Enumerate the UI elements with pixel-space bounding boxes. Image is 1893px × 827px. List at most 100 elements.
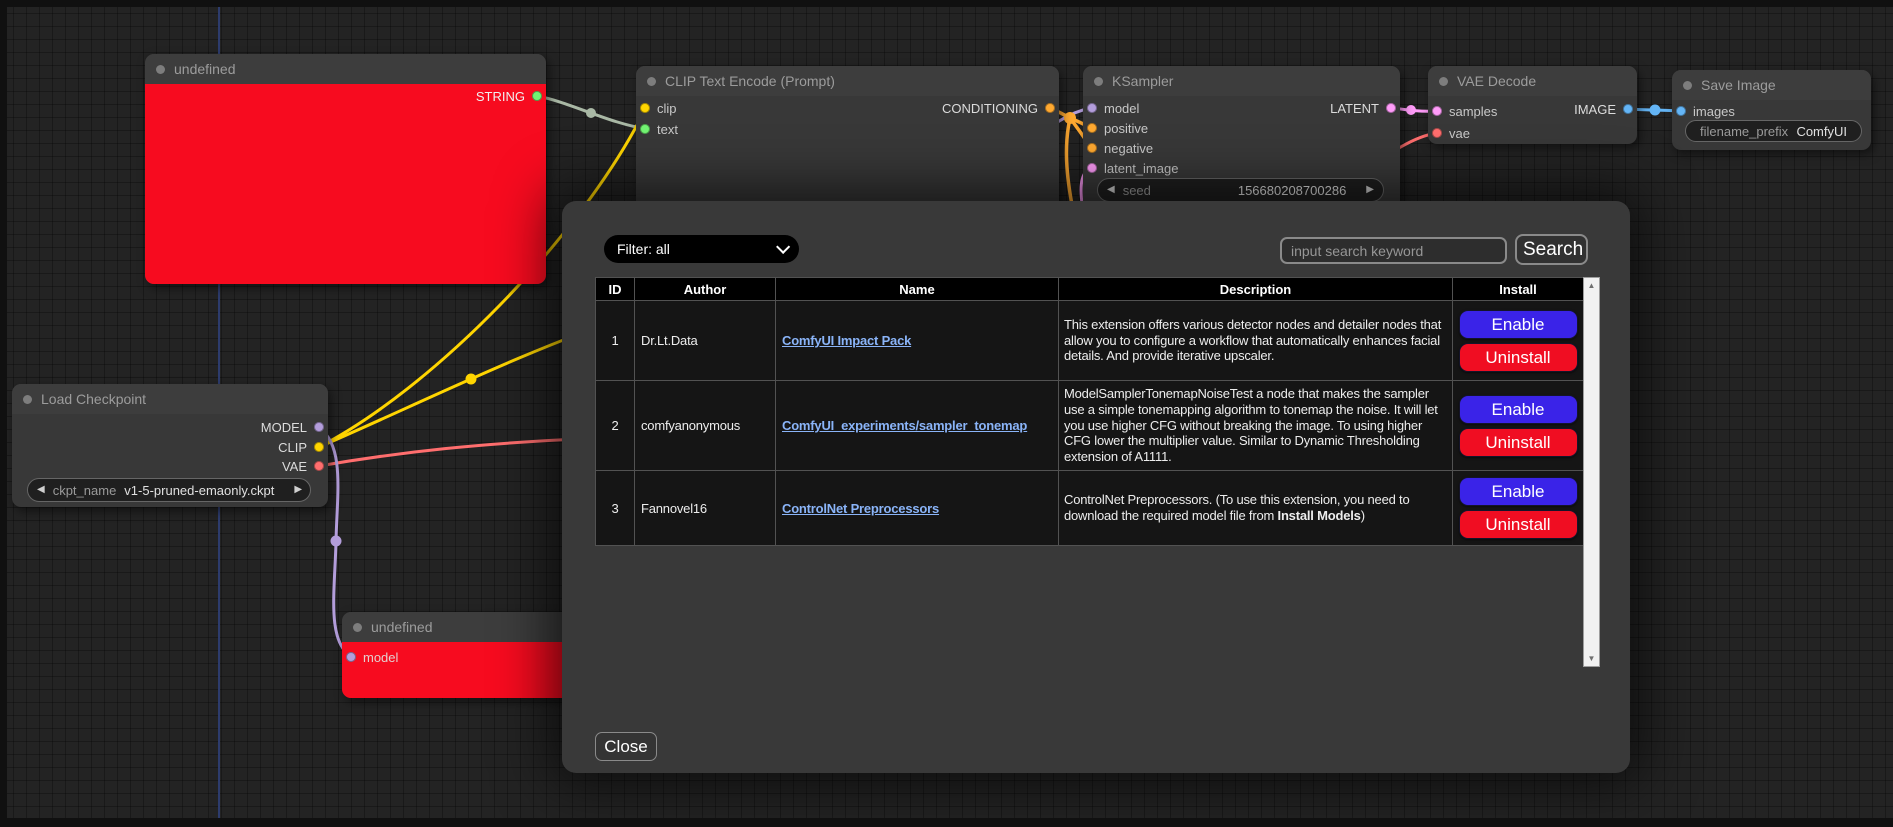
wire-dot-model[interactable] [330, 535, 342, 547]
output-slot-row: IMAGE [1428, 101, 1637, 117]
enable-button[interactable]: Enable [1458, 394, 1578, 424]
search-input[interactable] [1280, 237, 1507, 264]
filename-prefix-widget[interactable]: filename_prefix ComfyUI [1685, 120, 1862, 142]
close-button[interactable]: Close [595, 732, 657, 761]
input-slot-negative[interactable] [1087, 143, 1097, 153]
table-row: 1 Dr.Lt.Data ComfyUI Impact Pack This ex… [595, 300, 1584, 381]
extensions-table-container: ID Author Name Description Install 1 Dr.… [595, 277, 1600, 667]
uninstall-button[interactable]: Uninstall [1458, 427, 1578, 457]
input-slot-model[interactable] [1087, 103, 1097, 113]
cell-name: ComfyUI_experiments/sampler_tonemap [775, 380, 1059, 471]
extension-link[interactable]: ControlNet Preprocessors [782, 500, 940, 516]
cell-author: comfyanonymous [634, 380, 776, 471]
arrow-left-icon[interactable]: ◀ [1107, 184, 1115, 195]
search-button[interactable]: Search [1515, 234, 1588, 265]
canvas-edge-top [0, 0, 1893, 7]
col-header-id: ID [595, 277, 635, 301]
scroll-up-icon[interactable]: ▲ [1587, 281, 1596, 290]
output-slot-string[interactable] [532, 91, 542, 101]
arrow-right-icon[interactable]: ▶ [294, 484, 303, 495]
collapse-dot-icon[interactable] [1094, 76, 1103, 86]
input-slot-row: text [636, 121, 1059, 137]
collapse-dot-icon[interactable] [353, 622, 362, 632]
input-slot-label: vae [1449, 125, 1470, 141]
wire-dot-clip[interactable] [465, 373, 477, 385]
scroll-down-icon[interactable]: ▼ [1587, 654, 1596, 663]
node-title: CLIP Text Encode (Prompt) [665, 73, 835, 89]
input-slot-text[interactable] [640, 124, 650, 134]
node-body: images filename_prefix ComfyUI [1672, 100, 1871, 150]
enable-button[interactable]: Enable [1458, 309, 1578, 339]
input-slot-label: positive [1104, 120, 1149, 136]
node-header[interactable]: Load Checkpoint [12, 384, 328, 414]
node-title: VAE Decode [1457, 73, 1537, 89]
filter-select[interactable]: Filter: all [604, 235, 799, 263]
output-slot-conditioning[interactable] [1045, 103, 1055, 113]
node-title: undefined [174, 61, 236, 77]
input-slot-positive[interactable] [1087, 123, 1097, 133]
wire-dot-conditioning[interactable] [1064, 112, 1076, 124]
cell-description: This extension offers various detector n… [1058, 300, 1453, 381]
node-header[interactable]: Save Image [1672, 70, 1871, 100]
wire-dot-string[interactable] [586, 108, 596, 118]
collapse-dot-icon[interactable] [23, 394, 32, 404]
output-slot-vae[interactable] [314, 461, 324, 471]
cell-id: 2 [595, 380, 635, 471]
widget-value: 156680208700286 [1237, 182, 1347, 198]
table-scrollbar[interactable]: ▲ ▼ [1583, 277, 1600, 667]
input-slot-model[interactable] [346, 652, 356, 662]
collapse-dot-icon[interactable] [647, 76, 656, 86]
node-header[interactable]: VAE Decode [1428, 66, 1637, 96]
input-slot-row: images [1672, 103, 1871, 119]
output-slot-model[interactable] [314, 422, 324, 432]
node-save-image[interactable]: Save Image images filename_prefix ComfyU… [1672, 70, 1871, 150]
output-slot-row: STRING [145, 88, 546, 104]
output-slot-image[interactable] [1623, 104, 1633, 114]
node-header[interactable]: undefined [342, 612, 582, 642]
table-row: 3 Fannovel16 ControlNet Preprocessors Co… [595, 470, 1584, 546]
input-slot-latent-image[interactable] [1087, 163, 1097, 173]
node-header[interactable]: KSampler [1083, 66, 1400, 96]
collapse-dot-icon[interactable] [156, 64, 165, 74]
table-row: 2 comfyanonymous ComfyUI_experiments/sam… [595, 380, 1584, 471]
node-header[interactable]: CLIP Text Encode (Prompt) [636, 66, 1059, 96]
input-slot-label: clip [657, 100, 677, 116]
arrow-right-icon[interactable]: ▶ [1366, 184, 1374, 195]
col-header-install: Install [1452, 277, 1584, 301]
collapse-dot-icon[interactable] [1683, 80, 1692, 90]
input-slot-row: negative [1083, 140, 1400, 156]
node-clip-text-encode[interactable]: CLIP Text Encode (Prompt) clip text COND… [636, 66, 1059, 211]
output-slot-label: VAE [281, 458, 307, 474]
node-load-checkpoint[interactable]: Load Checkpoint MODEL CLIP VAE ◀ ckpt_na… [12, 384, 328, 507]
input-slot-vae[interactable] [1432, 128, 1442, 138]
output-slot-label: CLIP [278, 439, 307, 455]
input-slot-label: negative [1104, 140, 1154, 156]
node-undefined-bottom[interactable]: undefined model [342, 612, 582, 698]
uninstall-button[interactable]: Uninstall [1458, 510, 1578, 539]
node-ksampler[interactable]: KSampler model positive negative latent_… [1083, 66, 1400, 216]
collapse-dot-icon[interactable] [1439, 76, 1448, 86]
node-undefined-top[interactable]: undefined STRING [145, 54, 546, 284]
widget-value: ComfyUI [1796, 123, 1847, 139]
cell-id: 1 [595, 300, 635, 381]
extension-link[interactable]: ComfyUI Impact Pack [782, 333, 912, 348]
ckpt-name-widget[interactable]: ◀ ckpt_name v1-5-pruned-emaonly.ckpt ▶ [27, 478, 311, 502]
wire-dot-latent[interactable] [1406, 105, 1416, 115]
input-slot-samples[interactable] [1432, 106, 1442, 116]
node-vae-decode[interactable]: VAE Decode samples vae IMAGE [1428, 66, 1637, 144]
output-slot-clip[interactable] [314, 442, 324, 452]
wire-dot-image[interactable] [1649, 104, 1661, 116]
arrow-left-icon[interactable]: ◀ [37, 484, 45, 495]
node-title: Save Image [1701, 77, 1776, 93]
enable-button[interactable]: Enable [1458, 477, 1578, 506]
input-slot-clip[interactable] [640, 103, 650, 113]
seed-widget[interactable]: ◀ seed 156680208700286 ▶ [1097, 178, 1384, 202]
node-title: undefined [371, 619, 433, 635]
cell-description: ModelSamplerTonemapNoiseTest a node that… [1058, 380, 1453, 471]
extension-link[interactable]: ComfyUI_experiments/sampler_tonemap [782, 418, 1028, 433]
uninstall-button[interactable]: Uninstall [1458, 342, 1578, 372]
node-header[interactable]: undefined [145, 54, 546, 84]
output-slot-latent[interactable] [1386, 103, 1396, 113]
input-slot-images[interactable] [1676, 106, 1686, 116]
